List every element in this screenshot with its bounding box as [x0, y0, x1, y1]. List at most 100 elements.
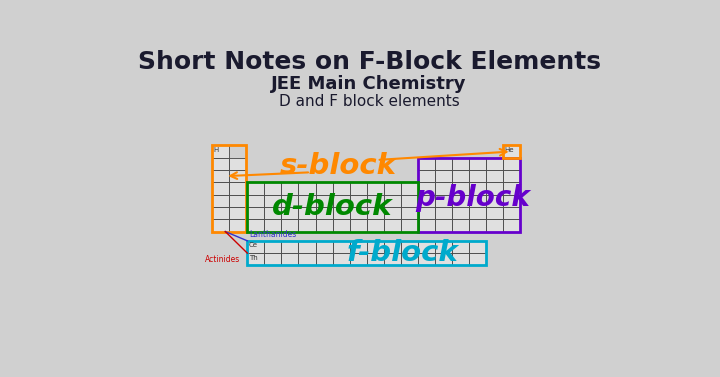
Text: JEE Main Chemistry: JEE Main Chemistry — [271, 75, 467, 93]
Bar — [229, 182, 246, 195]
Bar — [384, 182, 401, 195]
Bar — [486, 170, 503, 182]
Bar — [282, 219, 299, 231]
Bar — [384, 195, 401, 207]
Bar — [435, 207, 452, 219]
Bar — [418, 158, 520, 231]
Bar — [315, 253, 333, 265]
Bar — [418, 253, 435, 265]
Bar — [366, 195, 384, 207]
Bar — [384, 241, 401, 253]
Bar — [452, 195, 469, 207]
Bar — [435, 219, 452, 231]
Bar — [384, 219, 401, 231]
Bar — [435, 170, 452, 182]
Bar — [212, 219, 229, 231]
Bar — [282, 207, 299, 219]
Bar — [418, 182, 435, 195]
Bar — [366, 241, 384, 253]
Bar — [469, 158, 486, 170]
Bar — [401, 253, 418, 265]
Text: d-block: d-block — [272, 193, 393, 221]
Text: f-block: f-block — [346, 239, 459, 267]
Bar — [469, 170, 486, 182]
Bar — [264, 219, 282, 231]
Bar — [350, 253, 366, 265]
Bar — [435, 158, 452, 170]
Bar — [435, 182, 452, 195]
Bar — [248, 241, 486, 265]
Bar — [212, 182, 229, 195]
Bar — [435, 195, 452, 207]
Bar — [264, 253, 282, 265]
Bar — [366, 253, 384, 265]
Bar — [248, 182, 264, 195]
Bar — [366, 182, 384, 195]
Bar — [299, 207, 315, 219]
Bar — [503, 146, 520, 158]
Bar — [435, 241, 452, 253]
Bar — [333, 253, 350, 265]
Bar — [452, 207, 469, 219]
Bar — [229, 195, 246, 207]
Bar — [282, 195, 299, 207]
Bar — [212, 195, 229, 207]
Bar — [503, 182, 520, 195]
Bar — [452, 219, 469, 231]
Bar — [299, 241, 315, 253]
Bar — [229, 170, 246, 182]
Bar — [384, 207, 401, 219]
Bar — [333, 241, 350, 253]
Bar — [248, 195, 264, 207]
Bar — [418, 241, 435, 253]
Bar — [469, 207, 486, 219]
Bar — [503, 146, 520, 158]
Bar — [264, 195, 282, 207]
Bar — [248, 241, 264, 253]
Text: Short Notes on F-Block Elements: Short Notes on F-Block Elements — [138, 50, 600, 74]
Bar — [248, 182, 418, 231]
Bar — [418, 219, 435, 231]
Bar — [212, 146, 229, 158]
Bar — [264, 207, 282, 219]
Bar — [503, 207, 520, 219]
Bar — [486, 182, 503, 195]
Bar — [315, 182, 333, 195]
Bar — [401, 207, 418, 219]
Bar — [503, 158, 520, 170]
Bar — [418, 207, 435, 219]
Bar — [452, 253, 469, 265]
Bar — [333, 219, 350, 231]
Bar — [248, 219, 264, 231]
Bar — [469, 182, 486, 195]
Bar — [452, 241, 469, 253]
Bar — [333, 195, 350, 207]
Bar — [469, 241, 486, 253]
Bar — [264, 182, 282, 195]
Bar — [503, 170, 520, 182]
Bar — [212, 207, 229, 219]
Bar — [350, 241, 366, 253]
Bar — [486, 195, 503, 207]
Bar — [350, 219, 366, 231]
Bar — [384, 253, 401, 265]
Bar — [401, 195, 418, 207]
Bar — [212, 146, 246, 231]
Bar — [452, 170, 469, 182]
Bar — [503, 195, 520, 207]
Bar — [282, 182, 299, 195]
Bar — [282, 241, 299, 253]
Bar — [366, 219, 384, 231]
Bar — [248, 207, 264, 219]
Bar — [418, 158, 435, 170]
Text: Th: Th — [249, 255, 258, 261]
Bar — [212, 170, 229, 182]
Bar — [299, 253, 315, 265]
Bar — [486, 158, 503, 170]
Bar — [350, 195, 366, 207]
Bar — [299, 219, 315, 231]
Text: Ce: Ce — [249, 242, 258, 248]
Bar — [315, 207, 333, 219]
Bar — [299, 195, 315, 207]
Text: Lanthanides: Lanthanides — [249, 230, 296, 239]
